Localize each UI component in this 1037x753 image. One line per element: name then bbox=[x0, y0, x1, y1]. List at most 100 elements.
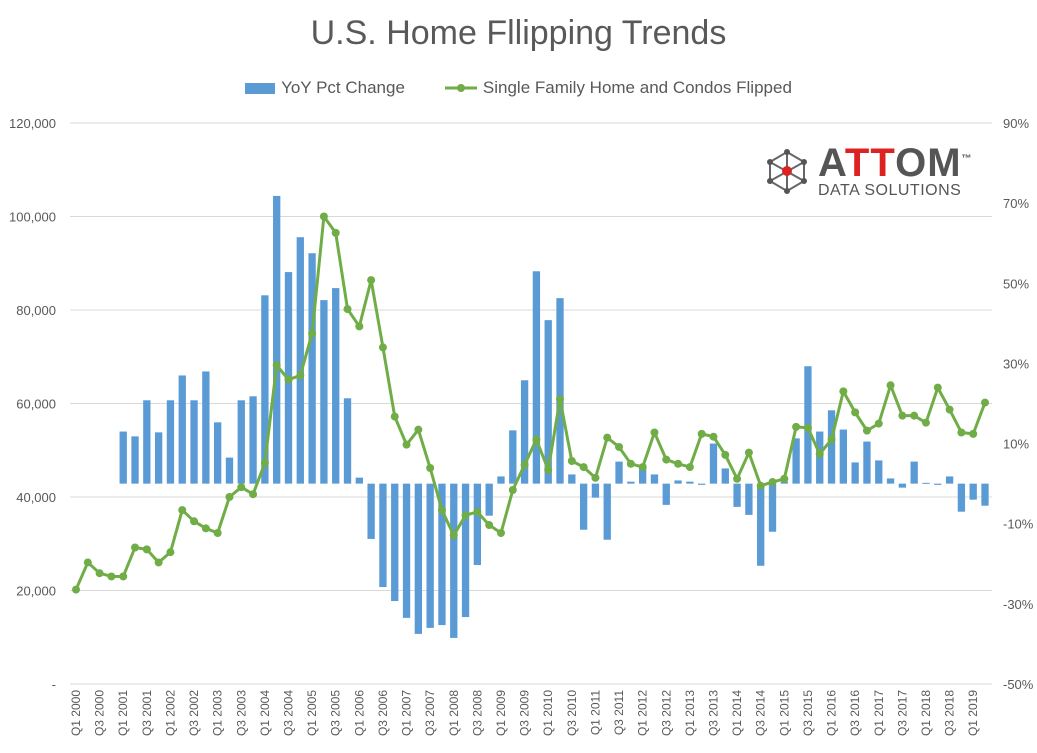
line-point-homes-flipped bbox=[166, 548, 175, 557]
line-point-homes-flipped bbox=[237, 483, 246, 492]
x-axis-tick-label: Q3 2007 bbox=[423, 690, 437, 736]
line-point-homes-flipped bbox=[83, 558, 92, 567]
bar-yoy-pct-change bbox=[969, 483, 977, 500]
line-point-homes-flipped bbox=[957, 428, 966, 437]
line-point-homes-flipped bbox=[319, 212, 328, 221]
right-axis-tick-label: -10% bbox=[1003, 517, 1034, 532]
bar-yoy-pct-change bbox=[143, 400, 151, 484]
x-axis-tick-label: Q1 2009 bbox=[494, 690, 508, 736]
bar-yoy-pct-change bbox=[851, 462, 859, 484]
line-point-homes-flipped bbox=[744, 448, 753, 457]
line-point-homes-flipped bbox=[367, 276, 376, 285]
x-axis-tick-label: Q3 2006 bbox=[376, 690, 390, 736]
line-point-homes-flipped bbox=[697, 429, 706, 438]
bar-yoy-pct-change bbox=[497, 476, 505, 484]
line-point-homes-flipped bbox=[898, 411, 907, 420]
line-point-homes-flipped bbox=[508, 485, 517, 494]
line-point-homes-flipped bbox=[284, 375, 293, 384]
line-point-homes-flipped bbox=[260, 458, 269, 467]
bar-yoy-pct-change bbox=[662, 483, 670, 505]
line-point-homes-flipped bbox=[626, 459, 635, 468]
bar-yoy-pct-change bbox=[579, 483, 588, 530]
bar-yoy-pct-change bbox=[379, 483, 387, 588]
left-axis-tick-label: 20,000 bbox=[16, 584, 56, 599]
x-axis-tick-label: Q3 2010 bbox=[565, 690, 579, 736]
line-point-homes-flipped bbox=[544, 465, 553, 474]
bar-yoy-pct-change bbox=[709, 443, 718, 484]
line-point-homes-flipped bbox=[615, 442, 624, 451]
x-axis-tick-label: Q3 2011 bbox=[612, 690, 626, 735]
line-point-homes-flipped bbox=[827, 435, 836, 444]
bar-yoy-pct-change bbox=[827, 410, 836, 484]
line-point-homes-flipped bbox=[426, 464, 435, 473]
bar-yoy-pct-change bbox=[450, 483, 458, 638]
x-axis-tick-label: Q3 2005 bbox=[329, 690, 343, 736]
logo-network-icon bbox=[767, 149, 807, 194]
line-point-homes-flipped bbox=[792, 422, 801, 431]
bar-yoy-pct-change bbox=[273, 195, 281, 484]
line-point-homes-flipped bbox=[768, 478, 777, 487]
bar-yoy-pct-change bbox=[343, 398, 352, 484]
left-axis-tick-label: 60,000 bbox=[16, 397, 56, 412]
legend-item-bars: YoY Pct Change bbox=[245, 78, 405, 98]
bar-yoy-pct-change bbox=[839, 429, 847, 484]
x-axis-tick-label: Q3 2002 bbox=[187, 690, 201, 736]
line-point-homes-flipped bbox=[72, 585, 80, 594]
line-point-homes-flipped bbox=[981, 398, 989, 407]
line-point-homes-flipped bbox=[331, 228, 340, 237]
line-point-homes-flipped bbox=[131, 543, 140, 552]
line-point-homes-flipped bbox=[225, 493, 234, 501]
bar-yoy-pct-change bbox=[438, 483, 446, 626]
line-point-homes-flipped bbox=[733, 474, 742, 483]
x-axis-tick-label: Q3 2001 bbox=[140, 690, 154, 736]
bar-yoy-pct-change bbox=[745, 483, 753, 515]
chart-title: U.S. Home Fllipping Trends bbox=[310, 14, 727, 52]
bar-yoy-pct-change bbox=[473, 483, 482, 565]
right-axis-tick-label: 70% bbox=[1003, 196, 1029, 211]
bar-yoy-pct-change bbox=[308, 253, 316, 484]
line-point-homes-flipped bbox=[190, 517, 199, 526]
line-point-homes-flipped bbox=[662, 455, 671, 464]
line-point-homes-flipped bbox=[308, 329, 317, 338]
bar-yoy-pct-change bbox=[698, 483, 706, 485]
line-point-homes-flipped bbox=[485, 521, 494, 530]
x-axis-tick-label: Q3 2009 bbox=[518, 690, 532, 736]
line-point-homes-flipped bbox=[213, 528, 222, 537]
bar-yoy-pct-change bbox=[225, 457, 234, 484]
bar-yoy-pct-change bbox=[332, 288, 340, 484]
logo-wordmark: ATTOM™ bbox=[818, 141, 973, 185]
bar-yoy-pct-change bbox=[509, 430, 517, 484]
bar-yoy-pct-change bbox=[544, 320, 552, 484]
x-axis-tick-label: Q1 2013 bbox=[683, 690, 697, 736]
line-point-homes-flipped bbox=[249, 490, 258, 499]
line-point-homes-flipped bbox=[567, 457, 576, 466]
line-point-homes-flipped bbox=[674, 459, 683, 468]
right-axis-tick-label: -30% bbox=[1003, 597, 1034, 612]
line-point-homes-flipped bbox=[154, 558, 163, 567]
x-axis-tick-label: Q3 2014 bbox=[754, 690, 768, 736]
line-point-homes-flipped bbox=[296, 371, 305, 380]
line-point-homes-flipped bbox=[449, 531, 458, 540]
line-point-homes-flipped bbox=[638, 463, 647, 472]
x-axis-tick-label: Q1 2002 bbox=[163, 690, 177, 736]
line-point-homes-flipped bbox=[650, 428, 659, 437]
x-axis-tick-label: Q1 2001 bbox=[116, 690, 130, 736]
x-axis-tick-label: Q3 2018 bbox=[943, 690, 957, 736]
attom-logo: ATTOM™ DATA SOLUTIONS bbox=[764, 143, 973, 199]
line-point-homes-flipped bbox=[862, 426, 871, 435]
line-point-homes-flipped bbox=[579, 463, 588, 472]
x-axis-tick-label: Q1 2018 bbox=[919, 690, 933, 736]
left-axis-tick-label: 120,000 bbox=[9, 116, 56, 131]
bar-yoy-pct-change bbox=[875, 460, 883, 484]
left-axis-tick-label: 80,000 bbox=[16, 303, 56, 318]
bar-yoy-pct-change bbox=[249, 396, 257, 484]
legend-label-line: Single Family Home and Condos Flipped bbox=[482, 78, 792, 97]
line-point-homes-flipped bbox=[839, 387, 848, 396]
line-point-homes-flipped bbox=[886, 381, 895, 390]
bar-yoy-pct-change bbox=[686, 481, 694, 484]
line-point-homes-flipped bbox=[945, 405, 954, 414]
bar-yoy-pct-change bbox=[520, 380, 529, 484]
bar-yoy-pct-change bbox=[485, 483, 493, 516]
bar-yoy-pct-change bbox=[650, 474, 659, 484]
left-axis-tick-label: 40,000 bbox=[16, 490, 56, 505]
